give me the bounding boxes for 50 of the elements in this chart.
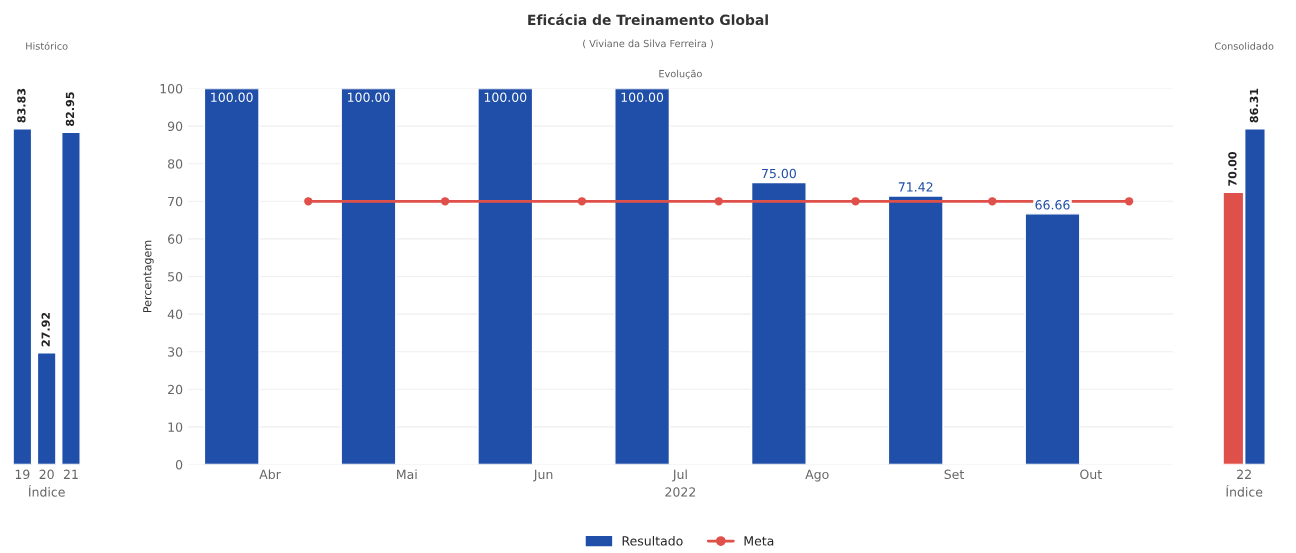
y-tick-label: 50 <box>168 271 183 282</box>
text: Evolução <box>659 69 702 80</box>
data-label: 82.95 <box>65 92 75 126</box>
data-label: 66.66 <box>1035 200 1070 210</box>
data-label: 75.00 <box>762 168 796 179</box>
data-label: 27.92 <box>41 312 50 347</box>
legend-label: Meta <box>744 536 774 546</box>
y-tick-label: 30 <box>168 347 183 357</box>
x-tick-label: Jul <box>672 469 687 482</box>
bar <box>750 181 807 465</box>
x-tick-label: Mai <box>397 469 417 480</box>
y-axis-title: Percentagem <box>143 240 154 313</box>
y-tick-label: 20 <box>168 384 183 395</box>
x-tick-label: Jun <box>533 469 553 482</box>
data-label: 100.00 <box>621 92 664 102</box>
chart-title: Eficácia de Treinamento Global <box>528 13 768 26</box>
y-tick-label: 100 <box>160 83 183 94</box>
y-tick-label: 0 <box>175 459 183 470</box>
x-tick-label: Abr <box>259 469 281 480</box>
y-tick-label: 40 <box>167 309 183 320</box>
bar <box>340 88 397 465</box>
data-label: 83.83 <box>17 88 26 123</box>
x-axis-title: 2022 <box>665 487 696 497</box>
data-label: 71.42 <box>898 182 933 192</box>
x-tick-label: Out <box>1080 469 1102 480</box>
y-tick-label: 60 <box>168 234 183 244</box>
x-tick-label: 19 <box>15 469 30 480</box>
chart-title: Consolidado <box>1214 42 1274 50</box>
x-tick-label: Ago <box>805 469 829 482</box>
legend-label: Resultado <box>622 535 683 546</box>
y-tick-label: 80 <box>168 159 183 169</box>
data-label: 100.00 <box>348 92 390 102</box>
y-tick-label: 90 <box>167 121 183 132</box>
bar <box>203 88 260 465</box>
x-axis-title: Índice <box>28 484 65 497</box>
chart-title: Histórico <box>26 41 68 50</box>
x-tick-label: Set <box>944 469 964 480</box>
chart-subtitle: ( Viviane da Silva Ferreira ) <box>583 39 713 49</box>
x-tick-label: 22 <box>1237 469 1251 479</box>
data-label: 70.00 <box>1228 151 1237 186</box>
y-tick-label: 10 <box>168 422 183 432</box>
data-label: 100.00 <box>211 92 253 102</box>
x-axis-title: Índice <box>1226 484 1263 497</box>
y-tick-label: 70 <box>168 196 183 207</box>
x-tick-label: 21 <box>63 469 78 479</box>
bar <box>614 88 671 465</box>
bar <box>477 88 534 465</box>
x-tick-label: 20 <box>39 469 54 480</box>
data-label: 100.00 <box>484 92 527 102</box>
data-label: 86.31 <box>1249 88 1259 123</box>
